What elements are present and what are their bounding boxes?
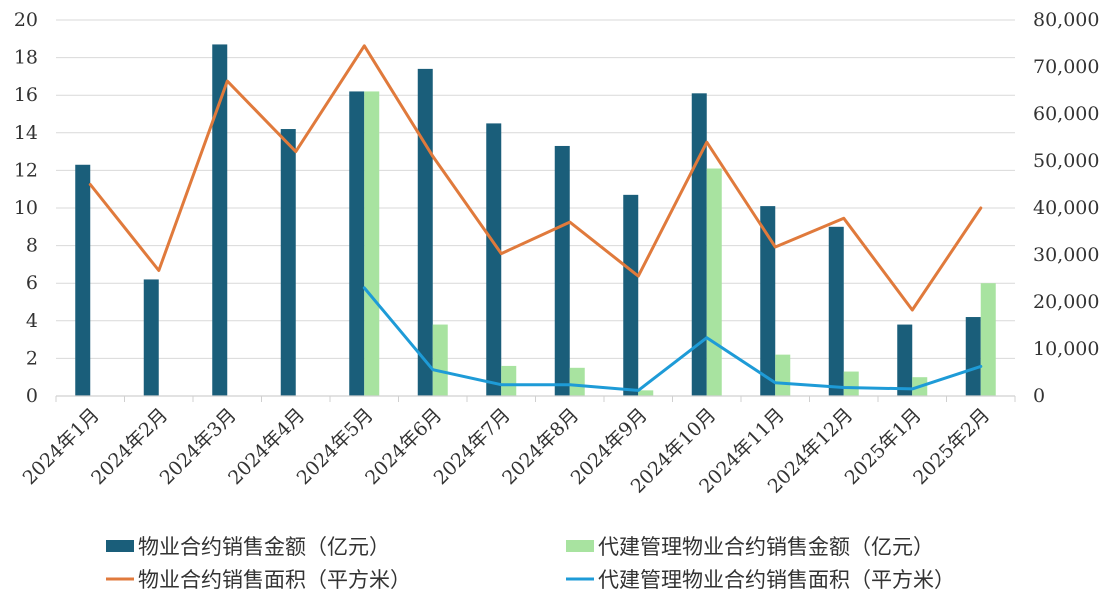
- y-right-tick-label: 80,000: [1033, 9, 1099, 31]
- y-right-tick-label: 50,000: [1033, 150, 1099, 172]
- y-right-tick-label: 70,000: [1033, 56, 1099, 78]
- bar-property-sales-amount: [280, 129, 296, 397]
- bar-property-sales-amount: [143, 279, 159, 396]
- y-left-tick-label: 12: [14, 159, 38, 181]
- bar-agency-sales-amount: [638, 390, 654, 396]
- line-property-sales-area: [88, 44, 983, 312]
- y-right-tick-label: 10,000: [1033, 338, 1099, 360]
- bar-property-sales-amount: [486, 123, 502, 397]
- y-left-tick-label: 4: [26, 310, 38, 332]
- gridlines: [56, 19, 1015, 359]
- bar-property-sales-amount: [623, 194, 639, 396]
- bar-property-sales-amount: [554, 145, 570, 396]
- y-left-tick-label: 10: [14, 197, 38, 219]
- y-left-tick-label: 20: [14, 9, 38, 31]
- y-left-tick-label: 18: [14, 47, 38, 69]
- bar-property-sales-amount: [75, 164, 91, 396]
- bar-property-sales-amount: [691, 93, 707, 396]
- bar-agency-sales-amount: [501, 365, 517, 396]
- y-right-tick-label: 20,000: [1033, 291, 1099, 313]
- line-agency-sales-area: [362, 286, 983, 392]
- bar-property-sales-amount: [349, 91, 365, 396]
- legend-agency-sales-amount-swatch: [566, 540, 594, 552]
- legend-agency-sales-area-label: 代建管理物业合约销售面积（平方米）: [598, 568, 955, 592]
- y-left-tick-label: 14: [14, 122, 38, 144]
- bar-agency-sales-amount: [775, 354, 791, 396]
- y-left-tick-label: 8: [26, 235, 38, 257]
- y-right-tick-label: 60,000: [1033, 103, 1099, 125]
- bar-agency-sales-amount: [843, 371, 859, 396]
- bar-property-sales-amount: [965, 317, 981, 396]
- bar-agency-sales-amount: [706, 168, 722, 396]
- bar-agency-sales-amount: [364, 91, 380, 396]
- bar-agency-sales-amount: [432, 324, 448, 396]
- bar-agency-sales-amount: [569, 367, 585, 396]
- legend-agency-sales-amount-label: 代建管理物业合约销售金额（亿元）: [598, 535, 934, 559]
- y-left-tick-label: 0: [26, 385, 38, 407]
- legend: 物业合约销售金额（亿元） 代建管理物业合约销售金额（亿元） 物业合约销售面积（平方米…: [106, 535, 955, 592]
- y-left-tick-label: 2: [26, 347, 38, 369]
- bar-agency-sales-amount: [980, 283, 996, 396]
- bars: [75, 44, 996, 397]
- bar-property-sales-amount: [417, 68, 433, 396]
- y-right-tick-label: 0: [1033, 385, 1045, 407]
- bar-property-sales-amount: [828, 226, 844, 396]
- y-right-tick-label: 30,000: [1033, 244, 1099, 266]
- y-left-tick-label: 16: [14, 84, 38, 106]
- bar-property-sales-amount: [897, 324, 913, 396]
- y-left-tick-label: 6: [26, 272, 38, 294]
- legend-property-sales-amount-swatch: [106, 540, 134, 552]
- legend-property-sales-area-label: 物业合约销售面积（平方米）: [138, 568, 411, 592]
- legend-property-sales-amount-label: 物业合约销售金额（亿元）: [138, 535, 390, 559]
- bar-property-sales-amount: [760, 206, 776, 396]
- lines: [88, 44, 983, 392]
- bar-property-sales-amount: [212, 44, 228, 396]
- y-right-tick-label: 40,000: [1033, 197, 1099, 219]
